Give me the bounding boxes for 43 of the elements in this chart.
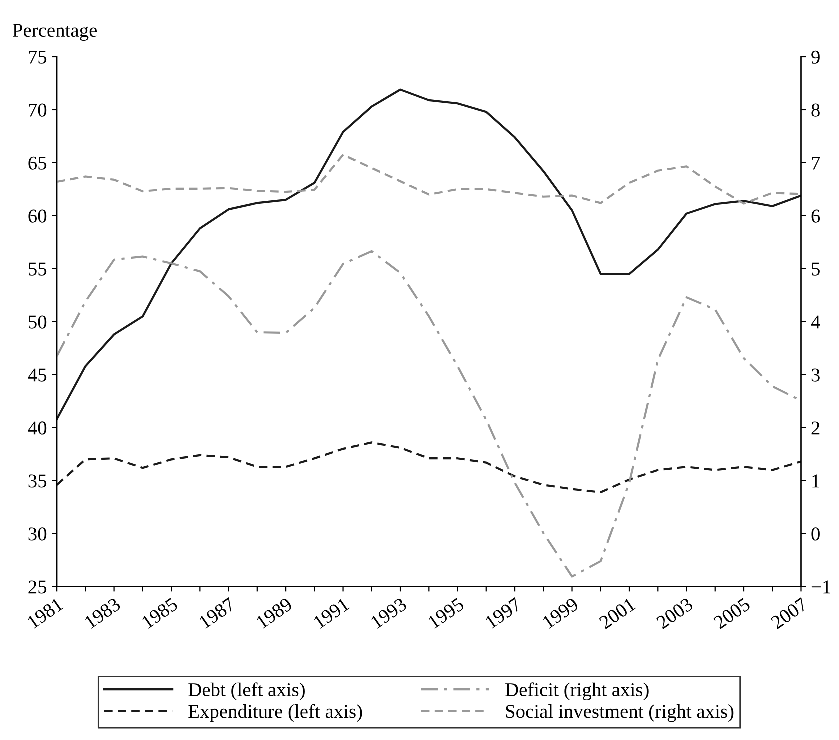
x-tick-label: 2001 — [598, 598, 636, 630]
y-tick-label: 60 — [28, 210, 47, 223]
y-tick-label: 65 — [28, 156, 47, 170]
y2-tick-label: 8 — [812, 104, 820, 117]
y-tick-label: 75 — [29, 50, 47, 64]
y2-tick-label: 9 — [812, 50, 820, 64]
y2-tick-label: 7 — [812, 156, 820, 170]
y2-tick-label: 3 — [812, 368, 820, 382]
x-tick-label: 1985 — [141, 597, 179, 630]
legend-label: Social investment (right axis) — [506, 704, 734, 722]
y2-tick-label: 6 — [812, 210, 820, 223]
x-tick-label: 2003 — [656, 597, 694, 630]
x-tick-label: 1989 — [256, 597, 294, 630]
x-tick-label: 1981 — [26, 598, 64, 630]
y-axis-title: Percentage — [12, 24, 98, 42]
x-tick-label: 1991 — [313, 598, 350, 630]
y2-tick-label: 2 — [812, 422, 820, 435]
x-tick-label: 1993 — [370, 597, 408, 630]
y-tick-label: 70 — [29, 104, 47, 117]
y-tick-label: 55 — [29, 262, 47, 276]
y2-tick-label: −1 — [812, 580, 830, 594]
x-tick-label: 1999 — [542, 598, 580, 630]
line-series — [57, 88, 802, 420]
y-tick-label: 35 — [28, 474, 47, 488]
x-tick-label: 1995 — [428, 597, 465, 630]
y-tick-label: 25 — [28, 580, 47, 594]
x-tick-label: 1997 — [484, 597, 522, 630]
x-tick-label: 2005 — [713, 597, 752, 630]
y2-tick-label: 1 — [812, 474, 820, 488]
y2-tick-label: 4 — [811, 316, 820, 329]
y-tick-label: 30 — [28, 528, 47, 541]
x-tick-label: 1987 — [198, 597, 236, 630]
y-tick-label: 40 — [28, 422, 47, 435]
legend-label: Deficit (right axis) — [506, 682, 649, 701]
y-tick-label: 45 — [28, 368, 47, 382]
line-series — [57, 442, 802, 494]
x-tick-label: 1983 — [84, 597, 122, 630]
y-tick-label: 50 — [29, 316, 47, 329]
y2-tick-label: 5 — [812, 262, 820, 276]
x-tick-label: 2007 — [770, 597, 809, 630]
legend-label: Expenditure (left axis) — [188, 704, 362, 722]
y2-tick-label: 0 — [812, 528, 820, 541]
legend-label: Debt (left axis) — [188, 682, 305, 700]
